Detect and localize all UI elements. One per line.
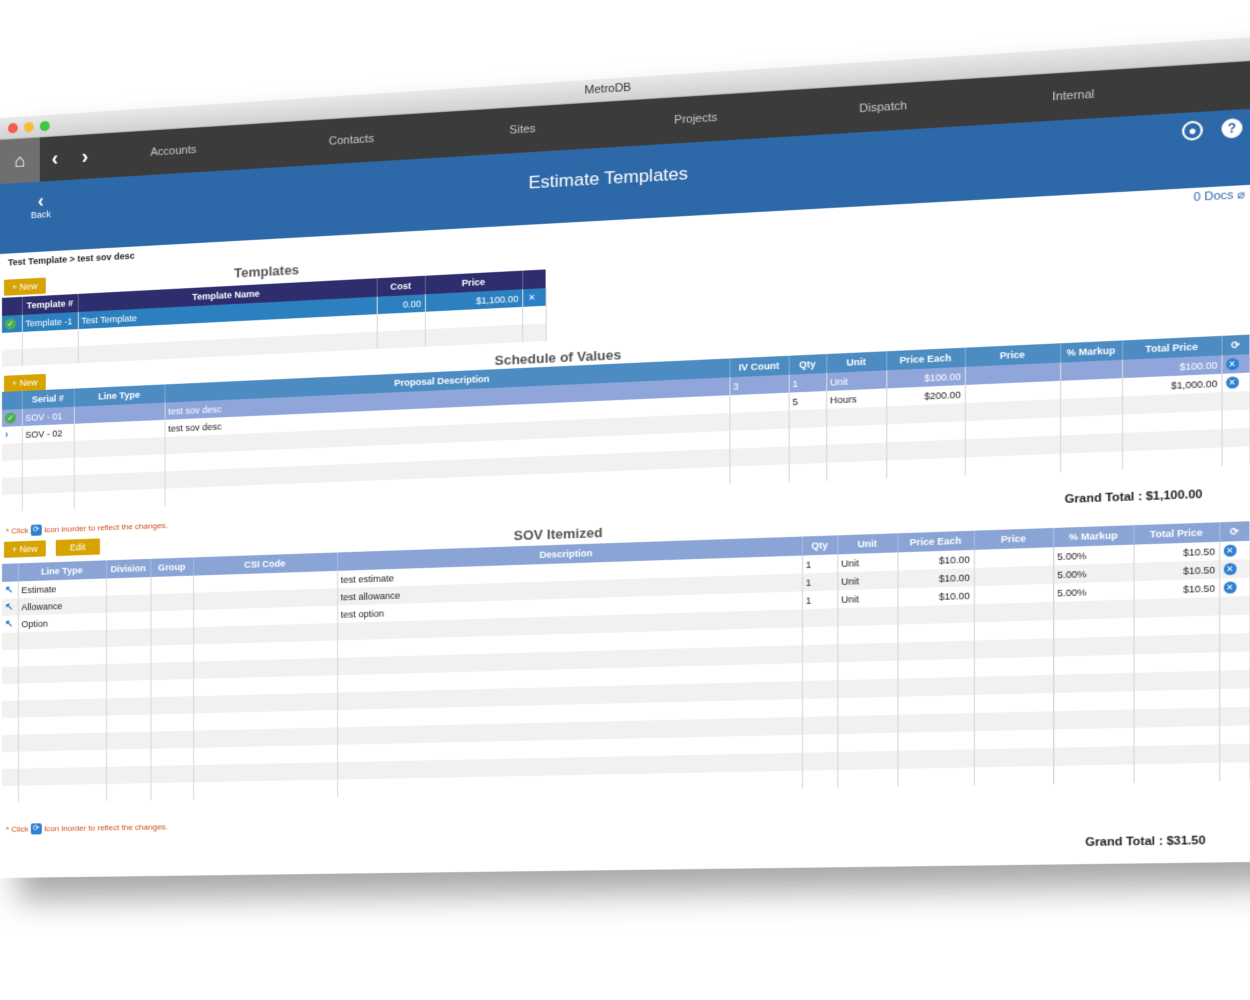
grand-total-value: $31.50 (1167, 834, 1206, 848)
templates-header-action (522, 269, 545, 289)
remove-icon[interactable]: ✕ (1223, 544, 1236, 556)
grand-total-label: Grand Total : (1085, 835, 1163, 849)
sov-qty: 1 (789, 373, 827, 393)
itemized-header-price: Price (974, 528, 1053, 550)
nav-link-sites[interactable]: Sites (510, 123, 536, 137)
home-icon: ⌂ (14, 150, 25, 172)
templates-header-blank (2, 297, 22, 316)
itemized-header-markup: % Markup (1053, 525, 1133, 547)
itemized-new-button[interactable]: + New (4, 540, 46, 557)
templates-title: Templates (234, 262, 299, 281)
itemized-edit-button[interactable]: Edit (56, 538, 100, 556)
row-expand[interactable]: › (2, 426, 22, 444)
remove-icon[interactable]: ✕ (1226, 358, 1239, 370)
itemized-header-division: Division (106, 559, 150, 579)
note-prefix: * Click (6, 824, 29, 833)
remove-icon[interactable]: ✕ (1226, 376, 1239, 388)
item-unit: Unit (837, 570, 897, 590)
chevron-left-icon: ‹ (51, 147, 58, 170)
item-qty: 1 (802, 572, 837, 591)
sov-header-serial: Serial # (22, 389, 74, 409)
grand-total-label: Grand Total : (1065, 490, 1143, 506)
user-icon[interactable]: ● (1182, 120, 1203, 141)
item-price-each: $10.00 (897, 568, 973, 588)
note-prefix: * Click (6, 526, 29, 536)
item-price-each: $10.00 (897, 586, 973, 606)
sov-table: Serial # Line Type Proposal Description … (2, 335, 1250, 512)
help-icon[interactable]: ? (1221, 118, 1242, 139)
item-qty: 1 (802, 554, 837, 573)
docs-link[interactable]: 0 Docs ⌀ (1194, 187, 1245, 204)
nav-link-contacts[interactable]: Contacts (329, 133, 374, 148)
row-remove: ✕ (1221, 373, 1249, 393)
itemized-refresh-note: * Click ⟳ Icon inorder to reflect the ch… (6, 821, 168, 835)
itemized-title: SOV Itemized (514, 525, 603, 544)
header-icons: ● ? (1182, 118, 1243, 141)
breadcrumb: Test Template > test sov desc (8, 251, 135, 268)
refresh-icon: ⟳ (1231, 339, 1240, 350)
nav-link-projects[interactable]: Projects (674, 111, 717, 126)
itemized-header-qty: Qty (802, 535, 837, 555)
sov-refresh-button[interactable]: ⟳ (1221, 335, 1249, 356)
refresh-icon: ⟳ (31, 524, 42, 535)
sov-qty: 5 (789, 391, 827, 411)
row-status: ✓ (2, 409, 22, 427)
note-suffix: Icon inorder to reflect the changes. (44, 520, 168, 534)
item-unit: Unit (837, 552, 897, 572)
note-suffix: Icon inorder to reflect the changes. (44, 822, 168, 833)
templates-table: Template # Template Name Cost Price ✓ Te… (2, 269, 546, 366)
item-unit: Unit (837, 588, 897, 608)
itemized-header-group: Group (150, 557, 193, 577)
remove-icon[interactable]: ✕ (526, 292, 538, 304)
pin-icon: ↖ (5, 602, 13, 613)
sov-refresh-note: * Click ⟳ Icon inorder to reflect the ch… (6, 520, 168, 537)
app-window: MetroDB ⌂ ‹ › Accounts Contacts Sites Pr… (0, 36, 1250, 878)
sov-header-blank (2, 391, 22, 410)
itemized-header-blank (2, 563, 18, 582)
nav-back-button[interactable]: ‹ (40, 136, 70, 182)
itemized-table: Line Type Division Group CSI Code Descri… (2, 521, 1250, 803)
templates-header-cost: Cost (377, 276, 425, 297)
grand-total-value: $1,100.00 (1146, 488, 1203, 503)
row-status: ✓ (2, 315, 22, 333)
docs-label: 0 Docs (1194, 189, 1234, 204)
remove-icon[interactable]: ✕ (1223, 581, 1236, 593)
nav-link-dispatch[interactable]: Dispatch (859, 100, 907, 116)
pin-icon: ↖ (5, 619, 13, 630)
nav-link-internal[interactable]: Internal (1052, 88, 1094, 103)
home-button[interactable]: ⌂ (0, 137, 40, 184)
item-qty: 1 (802, 590, 837, 609)
sov-header-qty: Qty (789, 354, 827, 375)
chevron-right-icon: › (81, 145, 88, 169)
remove-icon[interactable]: ✕ (1223, 563, 1236, 575)
check-icon: ✓ (5, 318, 16, 330)
chevron-right-icon: › (5, 430, 8, 441)
itemized-grand-total: Grand Total : $31.50 (1085, 834, 1205, 849)
paperclip-icon: ⌀ (1237, 188, 1245, 201)
itemized-refresh-button[interactable]: ⟳ (1219, 521, 1249, 542)
check-icon: ✓ (5, 412, 16, 423)
row-remove: ✕ (1221, 354, 1249, 374)
item-markup: 5.00% (1053, 581, 1133, 602)
nav-link-accounts[interactable]: Accounts (150, 144, 196, 159)
itemized-header-price-each: Price Each (897, 531, 973, 553)
sov-grand-total: Grand Total : $1,100.00 (1065, 488, 1203, 506)
refresh-icon: ⟳ (31, 823, 42, 834)
nav-forward-button[interactable]: › (70, 134, 100, 180)
templates-new-button[interactable]: + New (4, 278, 46, 296)
sov-new-button[interactable]: + New (4, 374, 46, 392)
row-remove: ✕ (522, 288, 545, 307)
itemized-header-unit: Unit (837, 533, 897, 554)
refresh-icon: ⟳ (1230, 525, 1239, 536)
pin-icon: ↖ (5, 585, 13, 596)
